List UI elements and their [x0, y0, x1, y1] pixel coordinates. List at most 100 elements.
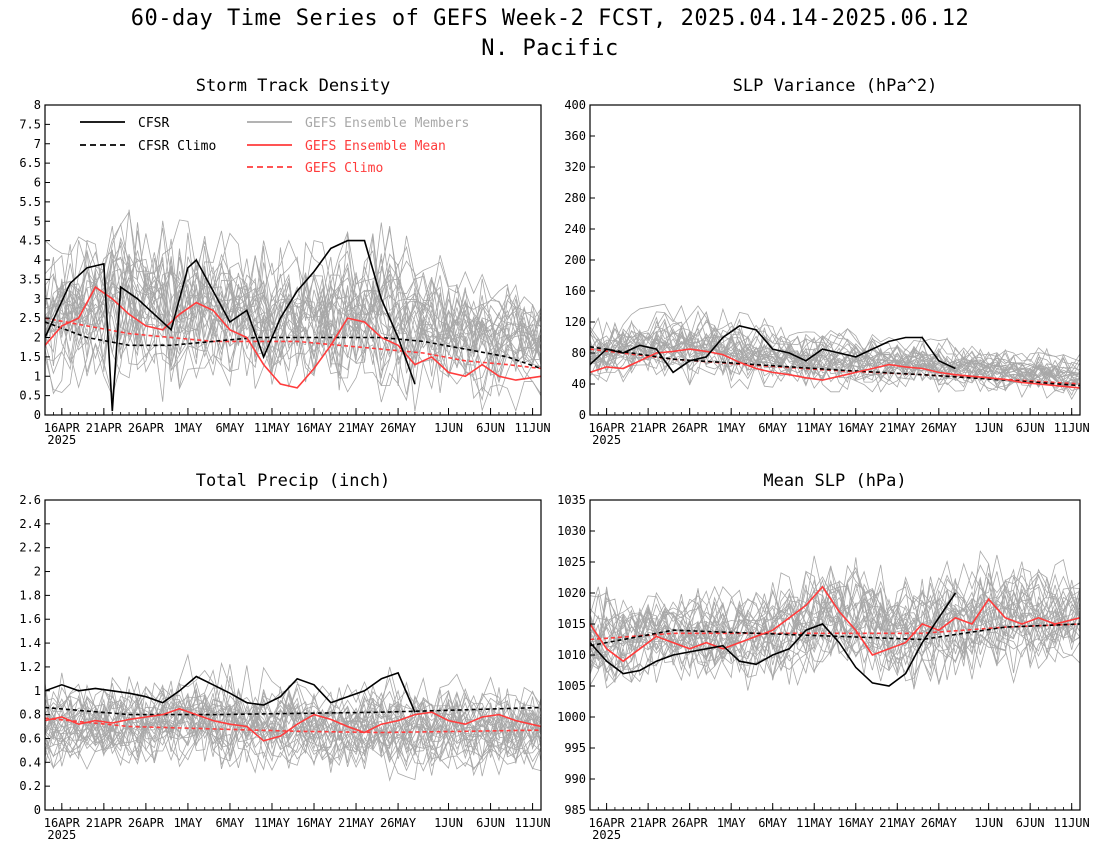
ensemble-member-line	[590, 311, 1080, 384]
plot-area	[590, 550, 1080, 691]
y-tick-label: 0.4	[19, 755, 41, 769]
legend-label-gefs-mean: GEFS Ensemble Mean	[305, 139, 446, 154]
panel-title: Storm Track Density	[196, 76, 390, 96]
y-tick-label: 1030	[557, 524, 586, 538]
ensemble-members	[45, 653, 541, 782]
x-tick-label: 11MAY	[254, 421, 291, 435]
x-tick-label: 21APR	[86, 421, 123, 435]
chart-panel-4: Mean SLP (hPa) 985 990 995 1000 1005 1010 1015 1…	[557, 471, 1090, 842]
x-tick-label: 11MAY	[796, 816, 833, 830]
x-tick-label: 11JUN	[1054, 421, 1090, 435]
y-tick-label: 1.5	[19, 350, 41, 364]
ensemble-member-line	[590, 554, 1080, 652]
series-line-cfsr	[45, 239, 416, 412]
x-tick-label: 21APR	[630, 421, 667, 435]
y-tick-label: 0	[34, 408, 41, 422]
y-tick-label: 1	[34, 369, 41, 383]
ensemble-member-line	[590, 555, 1080, 662]
x-tick-label: 1JUN	[434, 816, 463, 830]
series-line-gefs-climo	[45, 717, 541, 734]
series-line-gefs-climo	[590, 623, 1080, 641]
x-tick-label: 11MAY	[796, 421, 833, 435]
y-tick-label: 360	[564, 129, 586, 143]
x-tick-label: 21MAY	[879, 816, 916, 830]
chart-panel-1: Storm Track Density 0 0.5 1 1.5 2 2.5 3 3.5 4 4.5 5…	[19, 76, 550, 447]
legend-label-gefs-climo: GEFS Climo	[305, 161, 383, 176]
x-tick-label: 16MAY	[838, 816, 875, 830]
y-tick-label: 1020	[557, 586, 586, 600]
y-tick-label: 7.5	[19, 117, 41, 131]
ensemble-member-line	[590, 561, 1080, 645]
y-tick-label: 6	[34, 176, 41, 190]
x-tick-label: 1MAY	[717, 421, 747, 435]
x-axis: 16APR 21APR 26APR 1MAY 6MAY 11MAY 16MAY 21MAY 26…	[589, 803, 1090, 842]
x-tick-label: 26APR	[128, 421, 165, 435]
x-tick-label: 26MAY	[380, 421, 417, 435]
figure-title-line2: N. Pacific	[481, 36, 619, 61]
y-tick-label: 7	[34, 137, 41, 151]
x-year-label: 2025	[592, 828, 621, 842]
x-tick-label: 26MAY	[921, 816, 958, 830]
y-tick-label: 5	[34, 214, 41, 228]
plot-frame	[44, 499, 542, 811]
panel-title: SLP Variance (hPa^2)	[733, 76, 938, 96]
y-tick-label: 200	[564, 253, 586, 267]
x-tick-label: 6MAY	[758, 421, 788, 435]
ensemble-member-line	[45, 220, 541, 354]
x-tick-label: 21APR	[630, 816, 667, 830]
y-tick-label: 1.6	[19, 612, 41, 626]
ensemble-member-line	[45, 653, 541, 730]
plot-area	[590, 303, 1080, 400]
series-line-gefs-ensemble-mean	[590, 348, 1080, 389]
x-tick-label: 16MAY	[296, 421, 333, 435]
ensemble-member-line	[590, 310, 1080, 380]
ensemble-member-line	[45, 222, 541, 367]
ensemble-member-line	[590, 589, 1080, 683]
x-tick-label: 11MAY	[254, 816, 291, 830]
y-tick-label: 5.5	[19, 195, 41, 209]
panel-title: Total Precip (inch)	[196, 471, 390, 491]
series-line-gefs-climo	[45, 317, 541, 370]
y-tick-label: 1015	[557, 617, 586, 631]
ensemble-member-line	[45, 689, 541, 762]
x-tick-label: 6JUN	[476, 816, 505, 830]
ensemble-member-line	[590, 325, 1080, 392]
y-tick-label: 1	[34, 684, 41, 698]
series-line-cfsr-climo	[45, 706, 541, 716]
x-tick-label: 21MAY	[338, 421, 375, 435]
ensemble-members	[590, 550, 1080, 691]
legend-label-gefs-members: GEFS Ensemble Members	[305, 116, 469, 131]
y-tick-label: 4.5	[19, 234, 41, 248]
x-tick-label: 16APR	[44, 816, 81, 830]
ensemble-member-line	[590, 562, 1080, 638]
x-tick-label: 26APR	[128, 816, 165, 830]
x-tick-label: 16APR	[589, 421, 626, 435]
y-tick-label: 160	[564, 284, 586, 298]
x-tick-label: 1JUN	[974, 816, 1003, 830]
y-tick-label: 4	[34, 253, 41, 267]
y-tick-label: 0.6	[19, 731, 41, 745]
x-tick-label: 6JUN	[1016, 816, 1045, 830]
figure-title-line1: 60-day Time Series of GEFS Week-2 FCST, …	[130, 6, 970, 31]
series-line-cfsr	[590, 325, 956, 374]
y-tick-label: 2	[34, 331, 41, 345]
ensemble-member-line	[590, 330, 1080, 383]
y-tick-label: 6.5	[19, 156, 41, 170]
ensemble-member-line	[45, 686, 541, 763]
ensemble-member-line	[45, 707, 541, 774]
y-axis: 0 40 80 120 160 200 240 280 320 360 400	[564, 98, 595, 422]
y-tick-label: 0	[579, 408, 586, 422]
y-tick-label: 240	[564, 222, 586, 236]
ensemble-member-line	[45, 282, 541, 378]
panel-title: Mean SLP (hPa)	[763, 471, 906, 491]
ensemble-member-line	[590, 557, 1080, 661]
y-tick-label: 120	[564, 315, 586, 329]
x-tick-label: 26MAY	[380, 816, 417, 830]
ensemble-member-line	[45, 227, 541, 361]
ensemble-member-line	[45, 687, 541, 765]
y-tick-label: 1005	[557, 679, 586, 693]
x-tick-label: 21MAY	[338, 816, 375, 830]
chart-panel-3: Total Precip (inch) 0 0.2 0.4 0.6 0.8 1 1.2 1.4 1…	[19, 471, 550, 842]
y-axis: 0 0.5 1 1.5 2 2.5 3 3.5 4 4.5 5 5.5 6 6.5 7 7.5 8	[19, 98, 50, 422]
x-tick-label: 1MAY	[717, 816, 747, 830]
